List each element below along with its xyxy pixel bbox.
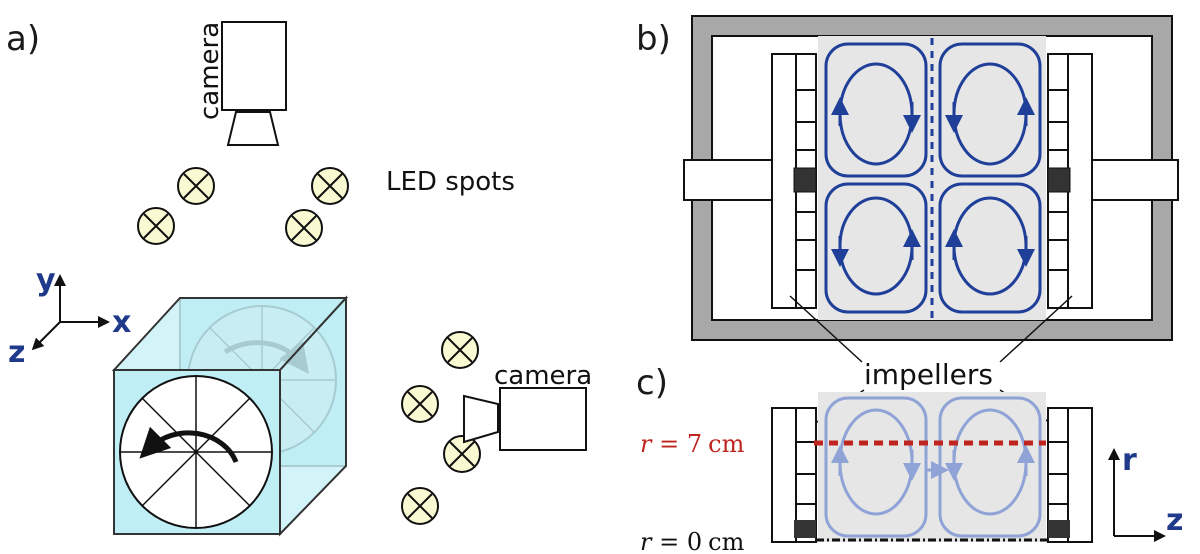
panel-b: b) — [636, 15, 1179, 425]
side-camera-lens — [463, 394, 499, 444]
led-spot — [137, 207, 175, 245]
front-impeller-disc — [119, 375, 273, 529]
led-spots-label: LED spots — [386, 167, 515, 197]
panel-a: a) camera LED sp — [6, 19, 592, 537]
vortex-cell-left — [824, 396, 928, 538]
cube-tank — [111, 295, 349, 537]
axes-rz: r z — [1108, 443, 1183, 542]
axis-r-label: r — [1122, 443, 1137, 478]
vortex-cell-bottom-left — [824, 182, 928, 314]
side-camera-label: camera — [494, 361, 592, 391]
led-spots-top — [137, 167, 349, 247]
top-camera-label: camera — [195, 22, 225, 120]
left-impeller — [771, 53, 817, 309]
r7-label: r = 7 cm — [640, 430, 745, 458]
led-spots-side — [401, 331, 481, 525]
panel-c-label: c) — [636, 363, 668, 403]
axis-y-label: y — [36, 263, 56, 298]
panel-b-label: b) — [636, 19, 671, 59]
side-camera-body — [499, 387, 587, 451]
vortex-cells-half — [824, 396, 1042, 538]
right-impeller-half — [1047, 407, 1093, 543]
left-impeller-half — [771, 407, 817, 543]
right-shaft — [1087, 159, 1179, 201]
panel-a-label: a) — [6, 19, 40, 59]
vortex-cells — [824, 42, 1042, 314]
led-spot — [401, 385, 439, 423]
panel-c: c) — [636, 363, 1183, 554]
side-camera: camera — [463, 361, 592, 451]
led-spot — [443, 435, 481, 473]
vortex-cell-top-left — [824, 42, 928, 178]
impellers-label: impellers — [864, 358, 993, 391]
led-spot — [285, 209, 323, 247]
flow-region-half — [818, 392, 1046, 542]
top-camera-body — [221, 21, 287, 111]
axis-z-label-c: z — [1166, 503, 1183, 538]
top-camera-lens — [226, 111, 280, 146]
axes-xyz: y x z — [8, 263, 131, 370]
right-impeller — [1047, 53, 1093, 309]
axis-z-label: z — [8, 335, 25, 370]
led-spot — [401, 487, 439, 525]
vortex-cell-top-right — [938, 42, 1042, 178]
led-spot — [177, 167, 215, 205]
left-shaft — [683, 159, 775, 201]
top-camera: camera — [195, 21, 287, 146]
led-spot — [441, 331, 479, 369]
vortex-cell-bottom-right — [938, 182, 1042, 314]
axis-x-label: x — [112, 305, 131, 340]
r0-label: r = 0 cm — [640, 528, 745, 554]
led-spot — [311, 167, 349, 205]
